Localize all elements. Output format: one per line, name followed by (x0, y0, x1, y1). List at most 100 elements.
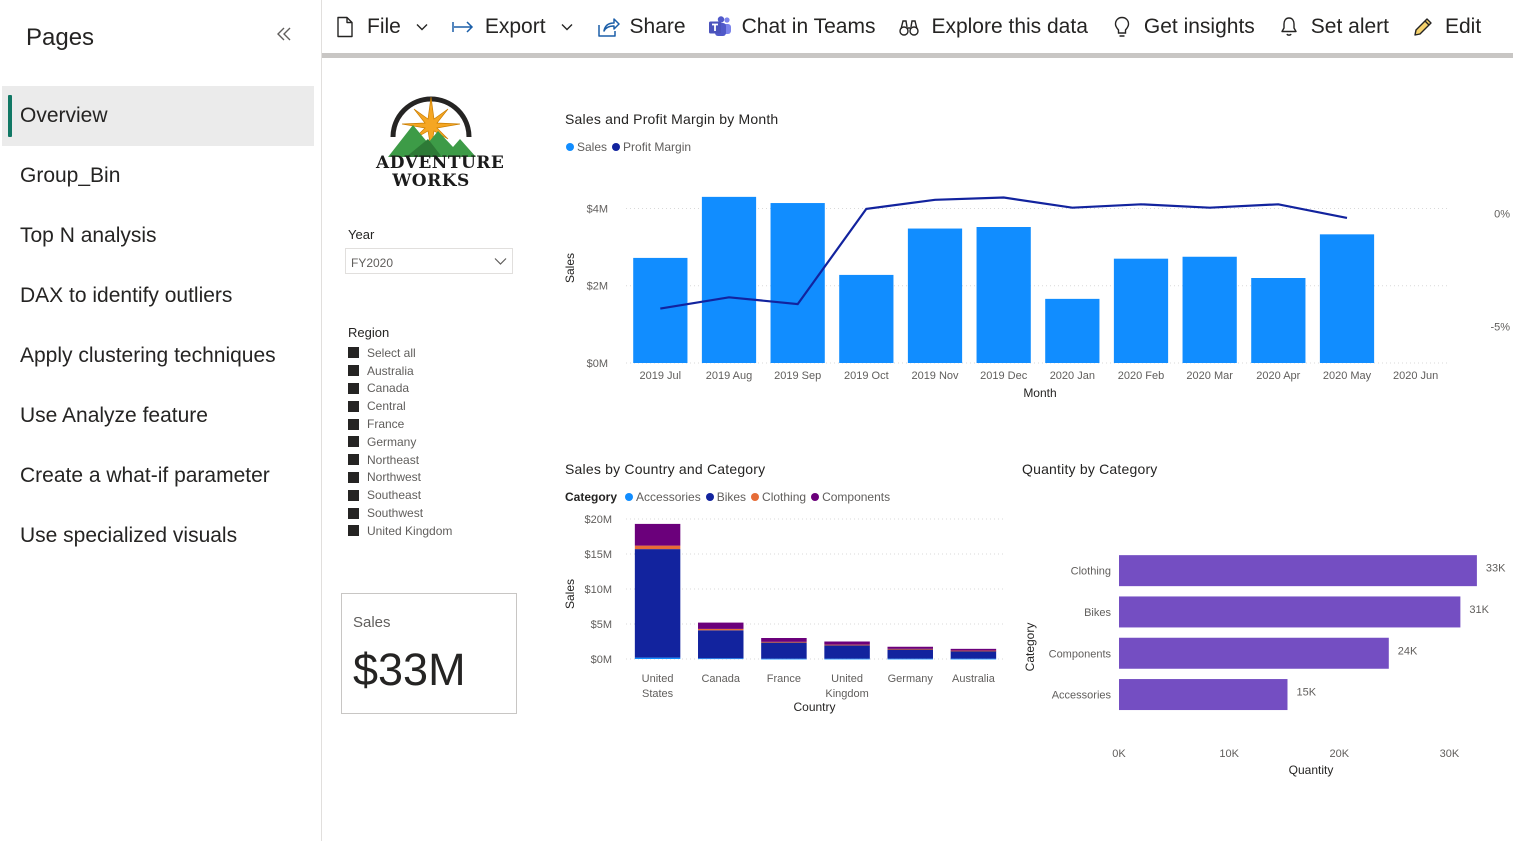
x-tick-label: United (831, 673, 863, 685)
page-item-group-bin[interactable]: Group_Bin (20, 164, 121, 187)
region-option[interactable]: Northwest (348, 469, 452, 487)
x-tick-label: 2020 Jun (1393, 370, 1438, 382)
components-segment (634, 523, 681, 546)
adventure-works-logo: ADVENTURE WORKS (376, 87, 504, 192)
legend-dot (612, 143, 621, 151)
clothing-segment (761, 641, 807, 643)
legend-item-sales[interactable]: Sales (566, 140, 607, 154)
export-menu-button[interactable]: Export (440, 1, 585, 53)
page-item-clustering[interactable]: Apply clustering techniques (20, 344, 276, 367)
legend-item-bikes[interactable]: Bikes (705, 490, 746, 504)
region-option[interactable]: Central (348, 397, 452, 415)
year-slicer-value: FY2020 (351, 256, 394, 270)
y-tick-label: Components (1049, 648, 1112, 660)
document-icon (337, 16, 353, 37)
page-item-analyze-feature[interactable]: Use Analyze feature (20, 404, 208, 427)
checkbox[interactable] (348, 400, 359, 412)
checkbox[interactable] (348, 489, 359, 501)
year-slicer-dropdown[interactable]: FY2020 (345, 248, 513, 274)
components-segment (887, 646, 933, 649)
bell-icon (1281, 16, 1297, 36)
region-option[interactable]: Canada (348, 380, 452, 398)
page-item-dax-outliers[interactable]: DAX to identify outliers (20, 284, 233, 307)
data-label: 24K (1398, 645, 1418, 657)
page-list: Overview Group_Bin Top N analysis DAX to… (2, 86, 314, 566)
legend-dot (751, 493, 760, 501)
checkbox[interactable] (348, 436, 359, 448)
chevron-down-icon (416, 23, 428, 30)
region-option-label: Central (367, 399, 406, 414)
region-option-label: Southwest (367, 506, 424, 521)
accessories-segment (634, 657, 681, 659)
y-tick-label: $15M (584, 549, 612, 561)
legend-item-clothing[interactable]: Clothing (751, 490, 806, 504)
region-option-label: Germany (367, 434, 417, 449)
y-tick-label: $10M (584, 584, 612, 596)
edit-button[interactable]: Edit (1400, 1, 1492, 53)
checkbox[interactable] (348, 418, 359, 430)
x-tick-label: Australia (952, 673, 996, 685)
teams-icon (708, 15, 731, 36)
region-option[interactable]: Southwest (348, 504, 452, 522)
legend-title: Category (565, 490, 618, 504)
legend-label: Profit Margin (623, 140, 692, 154)
double-chevron-left-icon[interactable] (276, 26, 292, 42)
chat-in-teams-button[interactable]: Chat in Teams (697, 1, 887, 53)
page-item-overview[interactable]: Overview (2, 86, 314, 146)
checkbox[interactable] (348, 382, 359, 394)
y-axis-title: Category (1023, 623, 1037, 672)
sales-kpi-card[interactable]: Sales $33M (341, 593, 517, 714)
region-option-select-all[interactable]: Select all (348, 344, 452, 362)
checkbox[interactable] (348, 454, 359, 466)
region-option[interactable]: Australia (348, 362, 452, 380)
page-item-top-n-analysis[interactable]: Top N analysis (20, 224, 157, 247)
clothing-segment (950, 650, 997, 652)
legend-item-accessories[interactable]: Accessories (625, 490, 701, 504)
sales-profit-combo-chart[interactable]: $0M $2M $4M -5% 0% 2019 Jul 2019 Aug 2019 Sep 20… (560, 173, 1513, 413)
x-tick-label: 2020 May (1323, 370, 1372, 382)
quantity-bar (1119, 555, 1477, 587)
x-tick-label: 10K (1219, 748, 1239, 760)
set-alert-button[interactable]: Set alert (1266, 1, 1400, 53)
y2-tick-label: -5% (1490, 322, 1510, 334)
file-menu-button[interactable]: File (322, 1, 440, 53)
components-segment (950, 648, 997, 651)
y-tick-label: Accessories (1052, 690, 1112, 702)
region-option[interactable]: Northeast (348, 451, 452, 469)
quantity-category-chart[interactable]: 0K 10K 20K 30K Clothing 33K Bikes 31K Components… (1020, 493, 1510, 777)
legend-item-profit-margin[interactable]: Profit Margin (612, 140, 691, 154)
checkbox[interactable] (348, 525, 359, 537)
action-bar: File Export Share (322, 0, 1513, 58)
legend-label: Sales (577, 140, 608, 154)
region-option[interactable]: France (348, 415, 452, 433)
sales-bar (1045, 298, 1100, 363)
accessories-segment (824, 658, 870, 660)
accessories-segment (698, 658, 744, 660)
page-item-what-if[interactable]: Create a what-if parameter (20, 464, 270, 487)
report-canvas: ADVENTURE WORKS Year FY2020 Region Selec… (322, 63, 1513, 841)
legend-label: Components (822, 490, 891, 504)
region-option[interactable]: Southeast (348, 486, 452, 504)
x-tick-label: Kingdom (825, 688, 868, 700)
get-insights-button[interactable]: Get insights (1099, 1, 1266, 53)
region-option[interactable]: Germany (348, 433, 452, 451)
checkbox[interactable] (348, 471, 359, 483)
x-tick-label: 2019 Dec (980, 370, 1028, 382)
profit-margin-line (660, 196, 1348, 310)
checkbox[interactable] (348, 365, 359, 377)
export-arrow-icon (452, 20, 473, 33)
explore-data-button[interactable]: Explore this data (886, 1, 1098, 53)
sales-bar (633, 257, 688, 363)
checkbox[interactable] (348, 347, 359, 359)
region-option[interactable]: United Kingdom (348, 522, 452, 540)
checkbox[interactable] (348, 507, 359, 519)
sales-bar (1251, 278, 1306, 363)
components-segment (761, 638, 807, 642)
x-axis-title: Quantity (1289, 763, 1334, 777)
sales-country-category-chart[interactable]: $0M $5M $10M $15M $20M United States Canada Fran… (560, 508, 1010, 718)
page-item-specialized-visuals[interactable]: Use specialized visuals (20, 524, 238, 547)
binoculars-icon (899, 19, 920, 36)
share-button[interactable]: Share (585, 1, 697, 53)
legend-item-components[interactable]: Components (811, 490, 890, 504)
